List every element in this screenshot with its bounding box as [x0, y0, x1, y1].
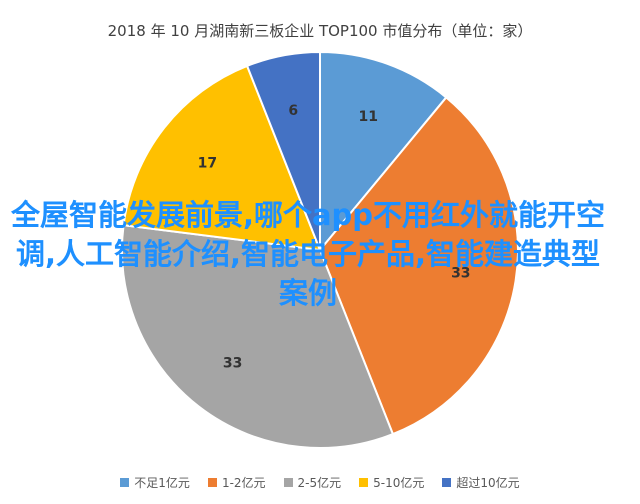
legend-item: 1-2亿元	[207, 474, 266, 491]
legend-swatch	[120, 478, 130, 487]
legend-item: 超过10亿元	[442, 474, 520, 491]
pie-slice-4	[122, 64, 322, 252]
chart-title: 2018 年 10 月湖南新三板企业 TOP100 市值分布（单位：家）	[107, 22, 533, 40]
legend-label: 超过10亿元	[456, 476, 520, 490]
legend-swatch	[207, 478, 217, 487]
legend-swatch	[359, 478, 369, 487]
legend-item: 5-10亿元	[359, 474, 424, 491]
legend-label: 1-2亿元	[221, 476, 266, 490]
legend-label: 2-5亿元	[297, 476, 342, 490]
legend-swatch	[442, 478, 452, 487]
slice-data-label: 33	[223, 356, 242, 372]
pie-slice-5	[245, 50, 321, 251]
legend-label: 不足1亿元	[134, 476, 190, 490]
legend-label: 5-10亿元	[373, 476, 425, 490]
overlay-text: 全屋智能发展前景,哪个app不用红外就能开空调,人工智能介绍,智能电子产品,智能…	[10, 198, 606, 310]
legend-item: 2-5亿元	[283, 474, 342, 491]
pie-slice-3	[121, 224, 395, 449]
slice-data-label: 33	[451, 265, 470, 281]
slice-data-label: 6	[288, 103, 298, 119]
slice-data-label: 11	[359, 109, 378, 125]
legend-item: 不足1亿元	[120, 474, 190, 491]
legend: 不足1亿元 1-2亿元 2-5亿元 5-10亿元 超过10亿元	[0, 474, 640, 491]
legend-swatch	[283, 478, 293, 487]
pie-slice-2	[318, 96, 519, 436]
slice-data-label: 17	[198, 156, 217, 172]
pie-slice-1	[319, 50, 448, 253]
